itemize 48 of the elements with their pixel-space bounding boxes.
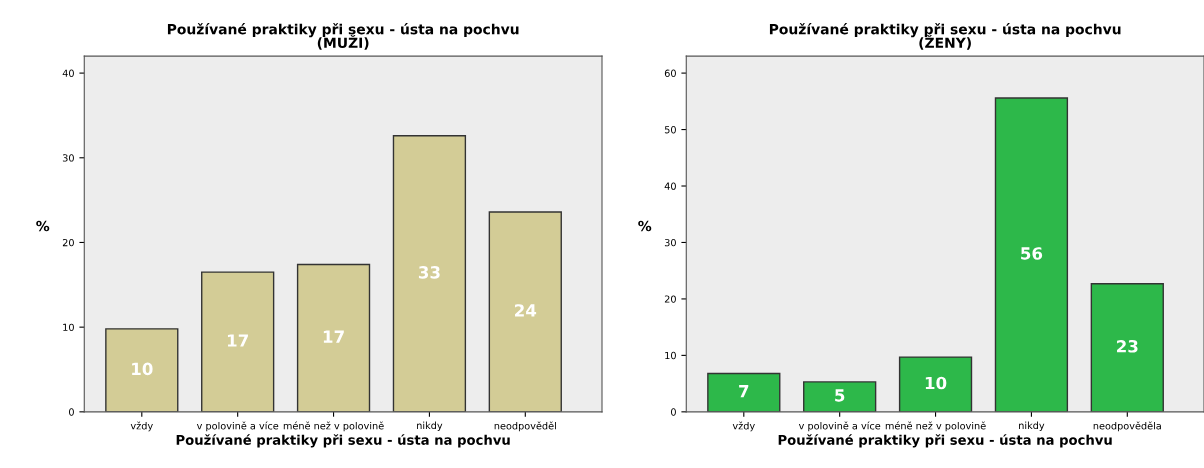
y-tick-label: 0	[671, 408, 676, 416]
bar	[898, 356, 973, 412]
data-label: 17	[227, 334, 248, 347]
x-tick-label: neodpověděla	[1093, 421, 1161, 432]
data-label: 56	[1021, 247, 1043, 260]
data-label: 10	[132, 362, 153, 376]
data-label: 23	[1117, 339, 1138, 353]
y-axis-title: %	[36, 220, 50, 232]
x-tick-label: méně než v polovině	[283, 421, 384, 432]
bar	[994, 97, 1069, 412]
data-label: 24	[515, 304, 537, 317]
y-tick-label: 40	[62, 69, 74, 77]
data-label: 17	[323, 330, 344, 343]
y-tick-label: 50	[664, 126, 676, 134]
y-tick-label: 10	[665, 351, 676, 360]
y-tick-label: 0	[69, 408, 74, 416]
data-label: 5	[835, 389, 845, 402]
y-tick-label: 20	[664, 295, 676, 303]
x-axis-title: Používané praktiky při sexu - ústa na pochvu	[778, 434, 1112, 448]
y-tick-label: 60	[664, 69, 676, 77]
x-tick-label: méně než v polovině	[885, 421, 986, 432]
x-axis-title: Používané praktiky při sexu - ústa na pochvu	[176, 434, 510, 448]
bar	[392, 135, 467, 412]
x-tick-label: nikdy	[1019, 421, 1045, 431]
y-tick-label: 40	[664, 182, 676, 190]
y-tick-label: 10	[63, 323, 74, 331]
data-label: 33	[418, 266, 440, 279]
x-tick-label: v polovině a více	[798, 421, 881, 432]
x-tick-label: v polovině a více	[196, 421, 279, 432]
bar	[296, 263, 371, 412]
y-tick-label: 30	[62, 154, 74, 162]
x-tick-label: nikdy	[417, 421, 443, 431]
chart-title: Používané praktiky při sexu - ústa na pochvu (MUŽI)	[167, 23, 519, 50]
y-tick-label: 30	[664, 238, 676, 247]
bar	[488, 211, 562, 412]
data-label: 10	[925, 376, 947, 390]
x-tick-label: vždy	[130, 421, 153, 432]
x-tick-label: vždy	[732, 421, 755, 432]
y-tick-label: 20	[62, 238, 74, 247]
bar	[707, 372, 781, 412]
x-tick-label: neodpověděl	[494, 421, 556, 432]
bar	[105, 328, 179, 412]
bar	[1090, 282, 1164, 412]
bar	[803, 381, 877, 412]
y-axis-title: %	[638, 220, 652, 232]
data-label: 7	[739, 385, 749, 398]
bar	[201, 271, 275, 412]
chart-title: Používané praktiky při sexu - ústa na pochvu (ŽENY)	[769, 23, 1121, 50]
